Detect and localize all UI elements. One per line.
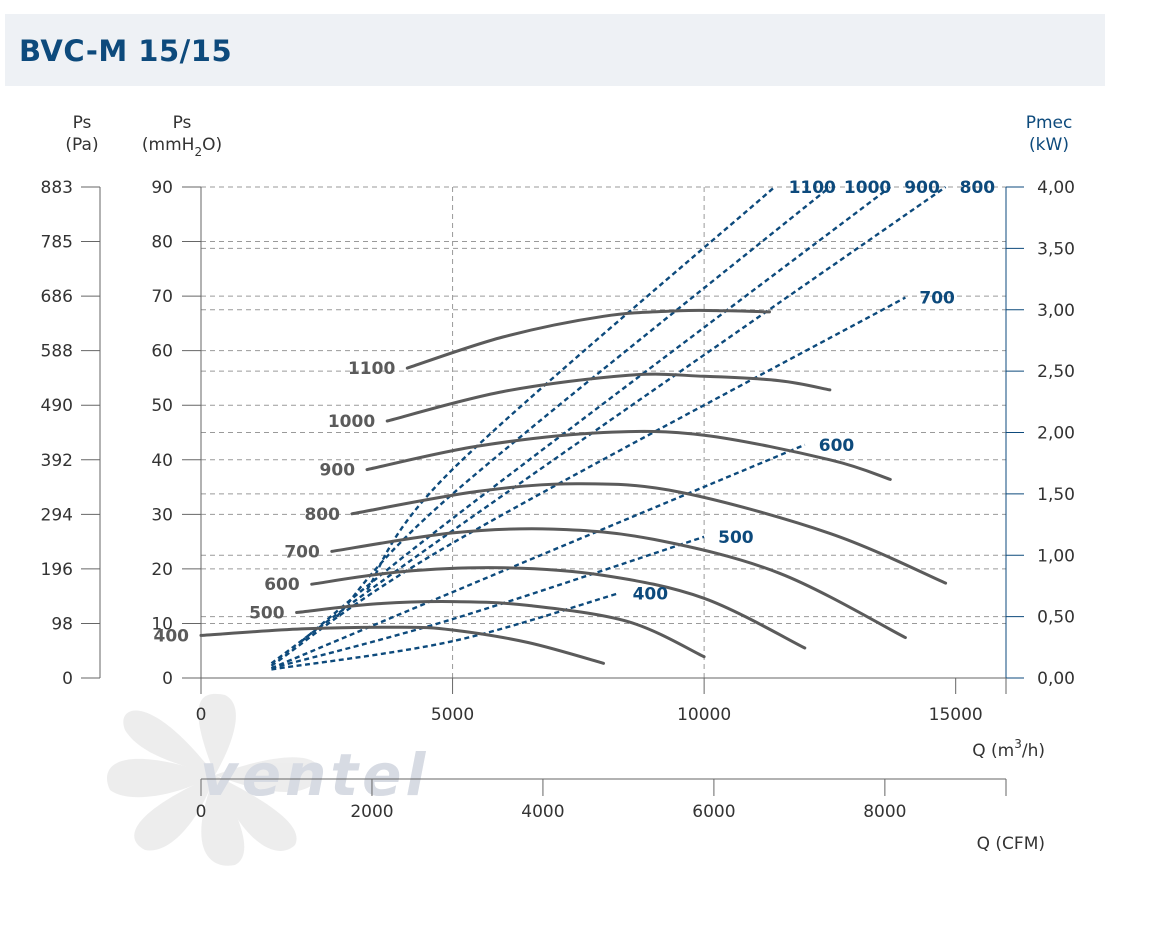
left-mm-unit-sub: 2: [194, 145, 202, 159]
x-m3h-title-post: /h): [1022, 741, 1045, 761]
power-curve-1000: [335, 186, 831, 618]
left-pa-tick-label: 294: [41, 505, 73, 525]
left-mm-unit-pre: (mmH: [142, 135, 195, 155]
left-pa-tick-label: 196: [41, 560, 73, 580]
left-mm-axis-title: Ps: [173, 113, 192, 133]
left-pa-tick-label: 785: [41, 233, 73, 253]
x-m3h-tick-label: 10000: [677, 705, 731, 725]
left-pa-tick-label: 588: [41, 342, 73, 362]
right-kw-tick-label: 4,00: [1037, 178, 1075, 198]
power-curve-400: [271, 592, 619, 671]
right-kw-axis-unit: (kW): [1029, 135, 1069, 155]
left-mm-tick-label: 70: [151, 287, 173, 307]
power-curve-label-800: 800: [960, 178, 996, 198]
pressure-curve-1000: [385, 372, 832, 423]
right-kw-tick-label: 1,00: [1037, 546, 1075, 566]
pressure-curve-label-600: 600: [264, 575, 300, 595]
pressure-curve-label-800: 800: [304, 505, 340, 525]
x-m3h-axis-title: Q (m3/h): [972, 737, 1045, 761]
right-kw-tick-label: 3,50: [1037, 239, 1075, 259]
x-cfm-tick-label: 0: [196, 802, 207, 822]
grid-lines: [201, 186, 1006, 678]
pressure-curve-500: [295, 600, 706, 659]
left-pa-axis-title: Ps: [73, 113, 92, 133]
pressure-curve-label-400: 400: [154, 626, 190, 646]
left-mm-axis-unit: (mmH2O): [142, 135, 222, 159]
power-curve-label-600: 600: [819, 436, 855, 456]
left-pa-tick-label: 0: [62, 669, 73, 689]
x-cfm-tick-label: 4000: [521, 802, 564, 822]
right-kw-tick-label: 3,00: [1037, 301, 1075, 321]
pressure-curve-900: [365, 429, 892, 481]
left-mm-tick-label: 50: [151, 396, 173, 416]
left-pa-axis-unit: (Pa): [65, 135, 98, 155]
pressure-curve-800: [350, 482, 948, 585]
power-curve-1100: [366, 186, 776, 591]
left-pa-tick-label: 490: [41, 396, 73, 416]
left-mm-tick-label: 60: [151, 342, 173, 362]
left-mm-tick-label: 40: [151, 451, 173, 471]
right-kw-axis-title: Pmec: [1026, 113, 1073, 133]
title-bar: BVC-M 15/15: [5, 14, 1105, 86]
left-mm-tick-label: 90: [151, 178, 173, 198]
brand-watermark: ventel: [200, 741, 429, 809]
axes: 883 785 686 588 490 392 294 196 98 0 90 80 70 60 50 40 3…: [41, 178, 1075, 822]
pressure-curve-label-1000: 1000: [328, 412, 375, 432]
right-kw-tick-label: 0,50: [1037, 608, 1075, 628]
pressure-curve-700: [330, 527, 907, 640]
left-mm-tick-label: 0: [162, 669, 173, 689]
power-curve-label-1000: 1000: [844, 178, 891, 198]
left-mm-tick-label: 30: [151, 505, 173, 525]
power-curve-label-400: 400: [633, 584, 669, 604]
left-pa-tick-label: 392: [41, 451, 73, 471]
left-pa-tick-label: 98: [51, 614, 73, 634]
pressure-curve-1100: [405, 308, 771, 370]
left-mm-tick-label: 10: [151, 614, 173, 634]
power-curve-600: [270, 443, 806, 670]
pressure-curve-600: [310, 566, 807, 650]
x-m3h-tick-label: 15000: [929, 705, 983, 725]
pressure-curve-label-700: 700: [284, 542, 320, 562]
x-cfm-axis-title: Q (CFM): [977, 834, 1045, 854]
right-kw-tick-label: 0,00: [1037, 669, 1075, 689]
right-kw-tick-label: 2,50: [1037, 362, 1075, 382]
power-curve-label-700: 700: [919, 288, 955, 308]
left-mm-tick-label: 80: [151, 233, 173, 253]
x-m3h-title-pre: Q (m: [972, 741, 1014, 761]
pressure-curve-400: [199, 625, 605, 665]
pressure-curve-label-1100: 1100: [348, 359, 395, 379]
right-kw-tick-label: 2,00: [1037, 424, 1075, 444]
x-m3h-title-sup: 3: [1014, 737, 1022, 751]
ventel-fan-watermark-icon: [106, 693, 320, 866]
x-m3h-tick-label: 0: [196, 705, 207, 725]
x-cfm-tick-label: 6000: [692, 802, 735, 822]
power-curve-label-500: 500: [718, 528, 754, 548]
x-m3h-tick-label: 5000: [431, 705, 474, 725]
right-kw-tick-label: 1,50: [1037, 485, 1075, 505]
pressure-curve-label-500: 500: [249, 604, 285, 624]
series-layer: [199, 186, 948, 671]
left-mm-tick-label: 20: [151, 560, 173, 580]
power-curve-500: [271, 535, 705, 670]
x-cfm-tick-label: 2000: [350, 802, 393, 822]
power-curve-700: [270, 296, 906, 667]
page-title: BVC-M 15/15: [19, 34, 233, 68]
power-curve-label-900: 900: [904, 178, 940, 198]
series-labels: 400 500 600 700 800 900 1000 1100 400 500 600 700 80…: [154, 178, 996, 646]
pressure-curve-label-900: 900: [320, 461, 356, 481]
left-pa-tick-label: 686: [41, 287, 73, 307]
left-pa-tick-label: 883: [41, 178, 73, 198]
x-cfm-tick-label: 8000: [863, 802, 906, 822]
power-curve-label-1100: 1100: [789, 178, 836, 198]
left-mm-unit-post: O): [202, 135, 222, 155]
